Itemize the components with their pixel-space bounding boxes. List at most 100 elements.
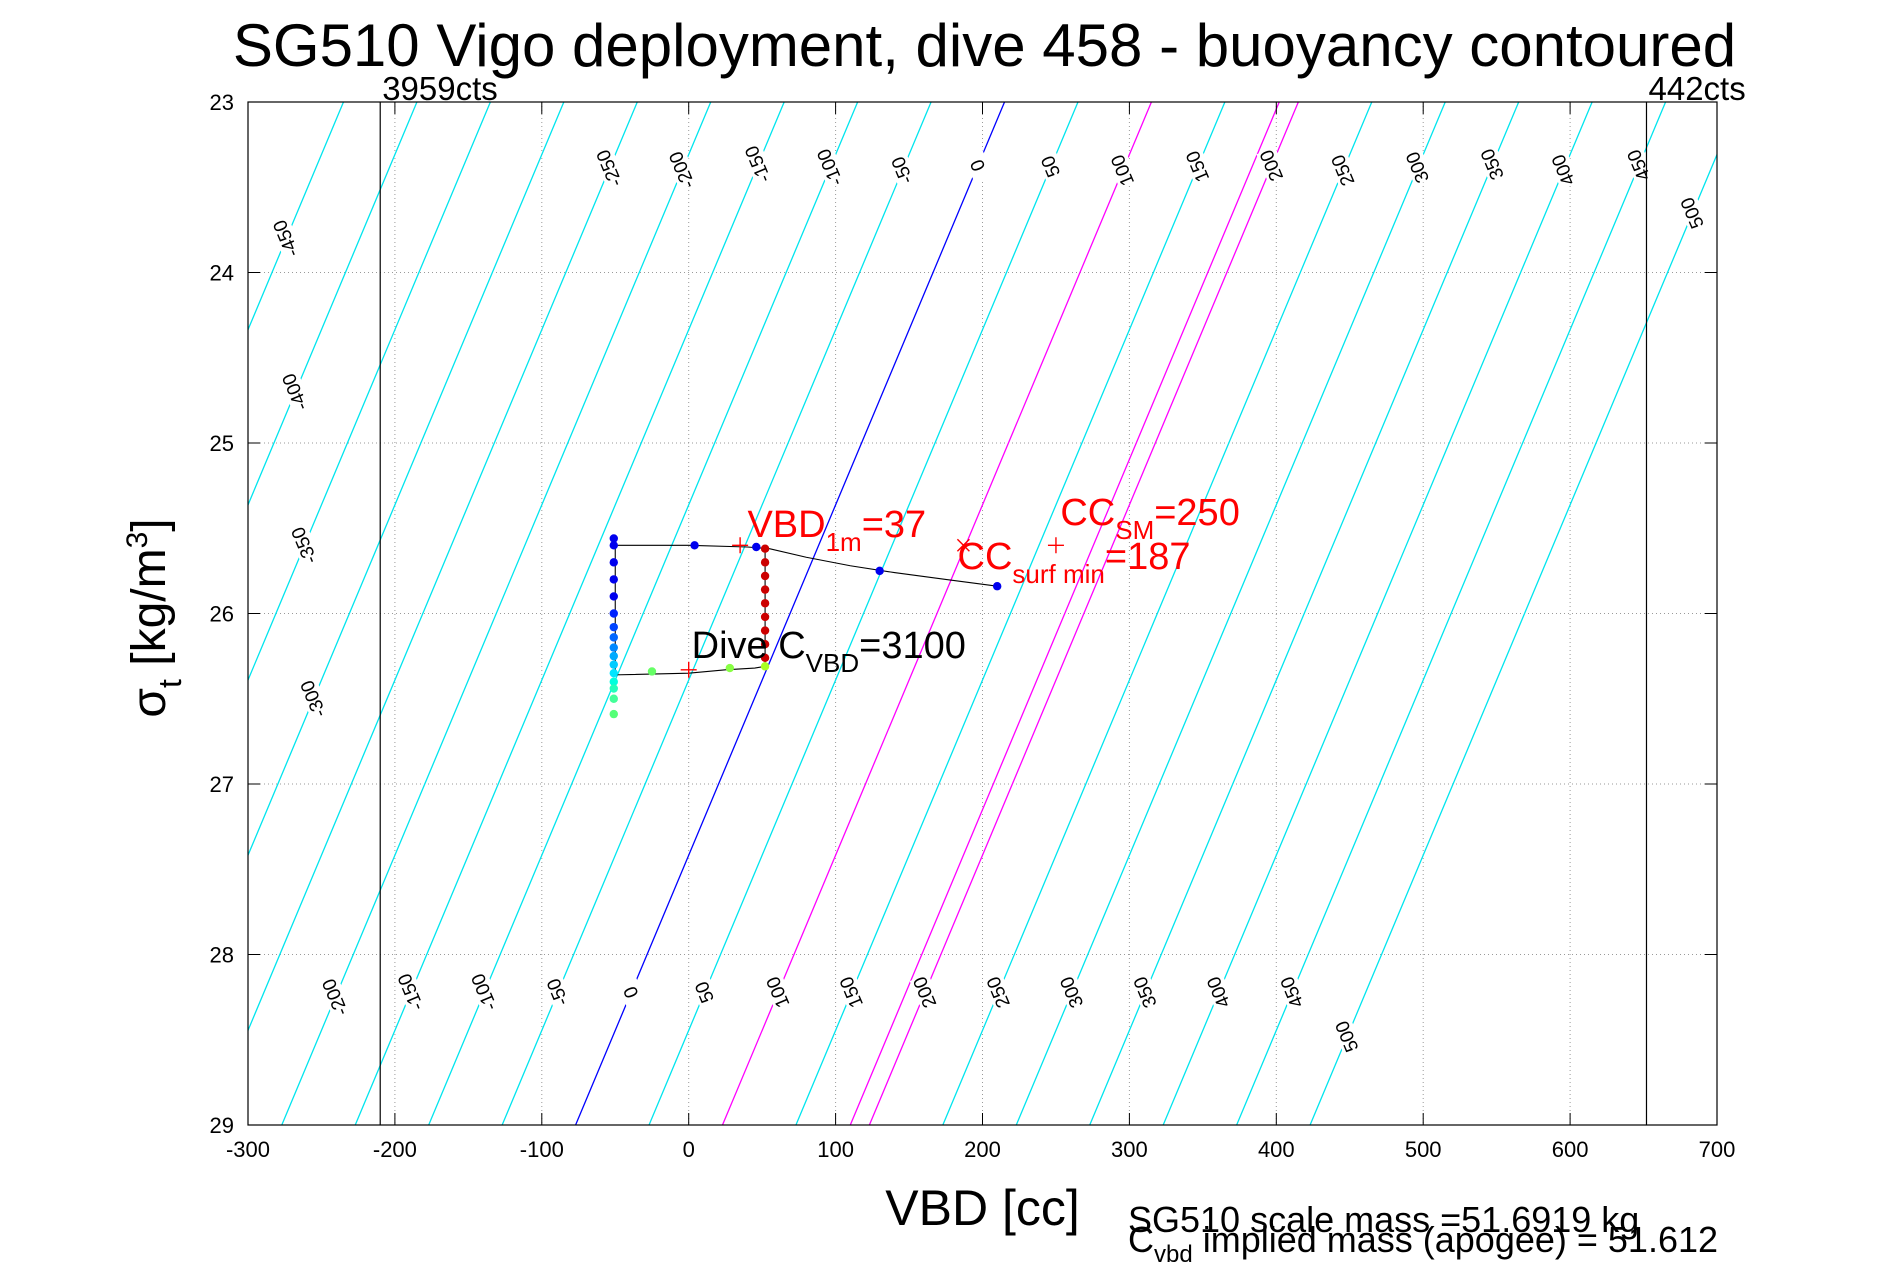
x-tick-label: 500 xyxy=(1405,1137,1442,1162)
y-tick-label: 23 xyxy=(210,90,234,115)
x-tick-label: 0 xyxy=(683,1137,695,1162)
y-axis-label: σt [kg/m3] xyxy=(121,518,188,717)
contour-label: 400 xyxy=(1548,151,1580,188)
contour-label: 250 xyxy=(983,973,1015,1010)
contour-label-bg xyxy=(469,973,500,1011)
limit-label: 3959cts xyxy=(382,70,498,107)
contour-label-bg xyxy=(1130,973,1161,1011)
contour-label-bg xyxy=(689,973,721,1011)
contour-label-bg xyxy=(395,973,427,1011)
contour-label: -350 xyxy=(288,524,322,567)
contour-line-250 xyxy=(942,102,1373,1125)
plus-marker xyxy=(732,537,749,554)
implied-mass-text: Cvbd implied mass (apogee) = 51.612 xyxy=(1128,1219,1718,1262)
y-tick-label: 25 xyxy=(210,431,234,456)
dive-point xyxy=(609,558,618,567)
contour-line-500 xyxy=(1309,152,1717,1125)
contour-label: 300 xyxy=(1403,148,1435,185)
dive-point xyxy=(609,541,618,550)
contour-label: 400 xyxy=(1204,973,1236,1010)
dive-point xyxy=(752,542,761,552)
contour-label: 450 xyxy=(1277,973,1309,1010)
x-tick-label: 400 xyxy=(1258,1137,1295,1162)
dive-point xyxy=(609,684,618,693)
contour-line--350 xyxy=(248,102,491,682)
dive-point xyxy=(609,643,618,652)
contour-line-450 xyxy=(1236,102,1667,1125)
contour-label-bg xyxy=(298,680,330,718)
annotation-label: CCSM=250 xyxy=(1060,492,1239,545)
contour-label-bg xyxy=(279,373,311,411)
dive-point xyxy=(875,566,884,576)
contour-label-bg xyxy=(962,146,994,184)
contour-label: -450 xyxy=(270,217,304,260)
dive-point xyxy=(609,660,618,669)
contour-label-bg xyxy=(1327,151,1359,189)
dive-point xyxy=(690,541,699,550)
dive-point xyxy=(760,662,770,671)
contour-label-bg xyxy=(270,219,302,258)
plus-marker xyxy=(1047,537,1064,554)
y-tick-label: 28 xyxy=(210,943,234,968)
contour-label: 350 xyxy=(1477,145,1509,182)
contour-label: 150 xyxy=(1183,147,1215,184)
dive-point xyxy=(609,651,618,661)
contour-label: -150 xyxy=(394,970,428,1013)
grid-layer xyxy=(248,102,1717,1125)
contour-label: 500 xyxy=(1677,194,1709,231)
limit-label: 442cts xyxy=(1648,70,1745,107)
contour-label: -250 xyxy=(593,146,627,189)
dive-point xyxy=(760,653,770,663)
contour-label-bg xyxy=(836,973,868,1011)
dive-point xyxy=(609,677,618,686)
y-tick-label: 26 xyxy=(210,602,234,627)
contour-line-400 xyxy=(1162,102,1593,1125)
dive-point xyxy=(609,592,618,601)
contour-label: 100 xyxy=(763,973,795,1010)
contour-label-bg xyxy=(1331,1017,1363,1055)
contour-line-surf-min xyxy=(849,102,1280,1125)
dive-point xyxy=(760,571,770,581)
dive-point xyxy=(647,667,657,676)
contour-label-bg xyxy=(887,151,918,189)
x-tick-label: 200 xyxy=(964,1137,1001,1162)
dive-point xyxy=(609,609,618,618)
contour-label: 150 xyxy=(836,973,868,1010)
contour-line--450 xyxy=(248,102,345,332)
contour-line--300 xyxy=(248,102,565,857)
contour-line-300 xyxy=(1015,102,1446,1125)
chart-title: SG510 Vigo deployment, dive 458 - buoyan… xyxy=(233,12,1736,79)
contour-label: 450 xyxy=(1624,146,1656,183)
contour-label: 200 xyxy=(1256,146,1288,183)
x-tick-label: 600 xyxy=(1552,1137,1589,1162)
axis-layer: -300 -200 -100 0 100 200 300 400 500 600 700 23 24 25… xyxy=(210,90,1736,1162)
contour-label-bg xyxy=(542,973,574,1011)
annotation-label: VBD1m=37 xyxy=(747,504,926,557)
dive-point xyxy=(760,585,770,594)
contour-line--150 xyxy=(354,102,785,1125)
x-tick-label: -300 xyxy=(226,1137,270,1162)
x-tick-label: 100 xyxy=(817,1137,854,1162)
contour-label-bg xyxy=(1402,148,1434,186)
y-tick-label: 29 xyxy=(210,1113,234,1138)
contour-label: 200 xyxy=(910,973,942,1010)
contour-line--100 xyxy=(428,102,859,1125)
dive-trace xyxy=(615,544,998,587)
contour-label: -200 xyxy=(319,975,353,1018)
contour-label: 250 xyxy=(1328,151,1360,188)
dive-point xyxy=(609,668,618,678)
contour-label-bg xyxy=(1548,151,1580,189)
contour-line-350 xyxy=(1089,102,1520,1125)
contour-label: -300 xyxy=(297,677,331,720)
contour-label-bg xyxy=(594,149,625,187)
x-axis-label: VBD [cc] xyxy=(885,1180,1079,1236)
contour-label-bg xyxy=(289,526,320,564)
dive-point xyxy=(609,534,618,543)
y-tick-label: 27 xyxy=(210,772,234,797)
dive-point xyxy=(760,639,770,649)
contour-line--250 xyxy=(248,102,638,1033)
contour-line--50 xyxy=(501,102,932,1125)
contour-label: 300 xyxy=(1057,973,1089,1010)
